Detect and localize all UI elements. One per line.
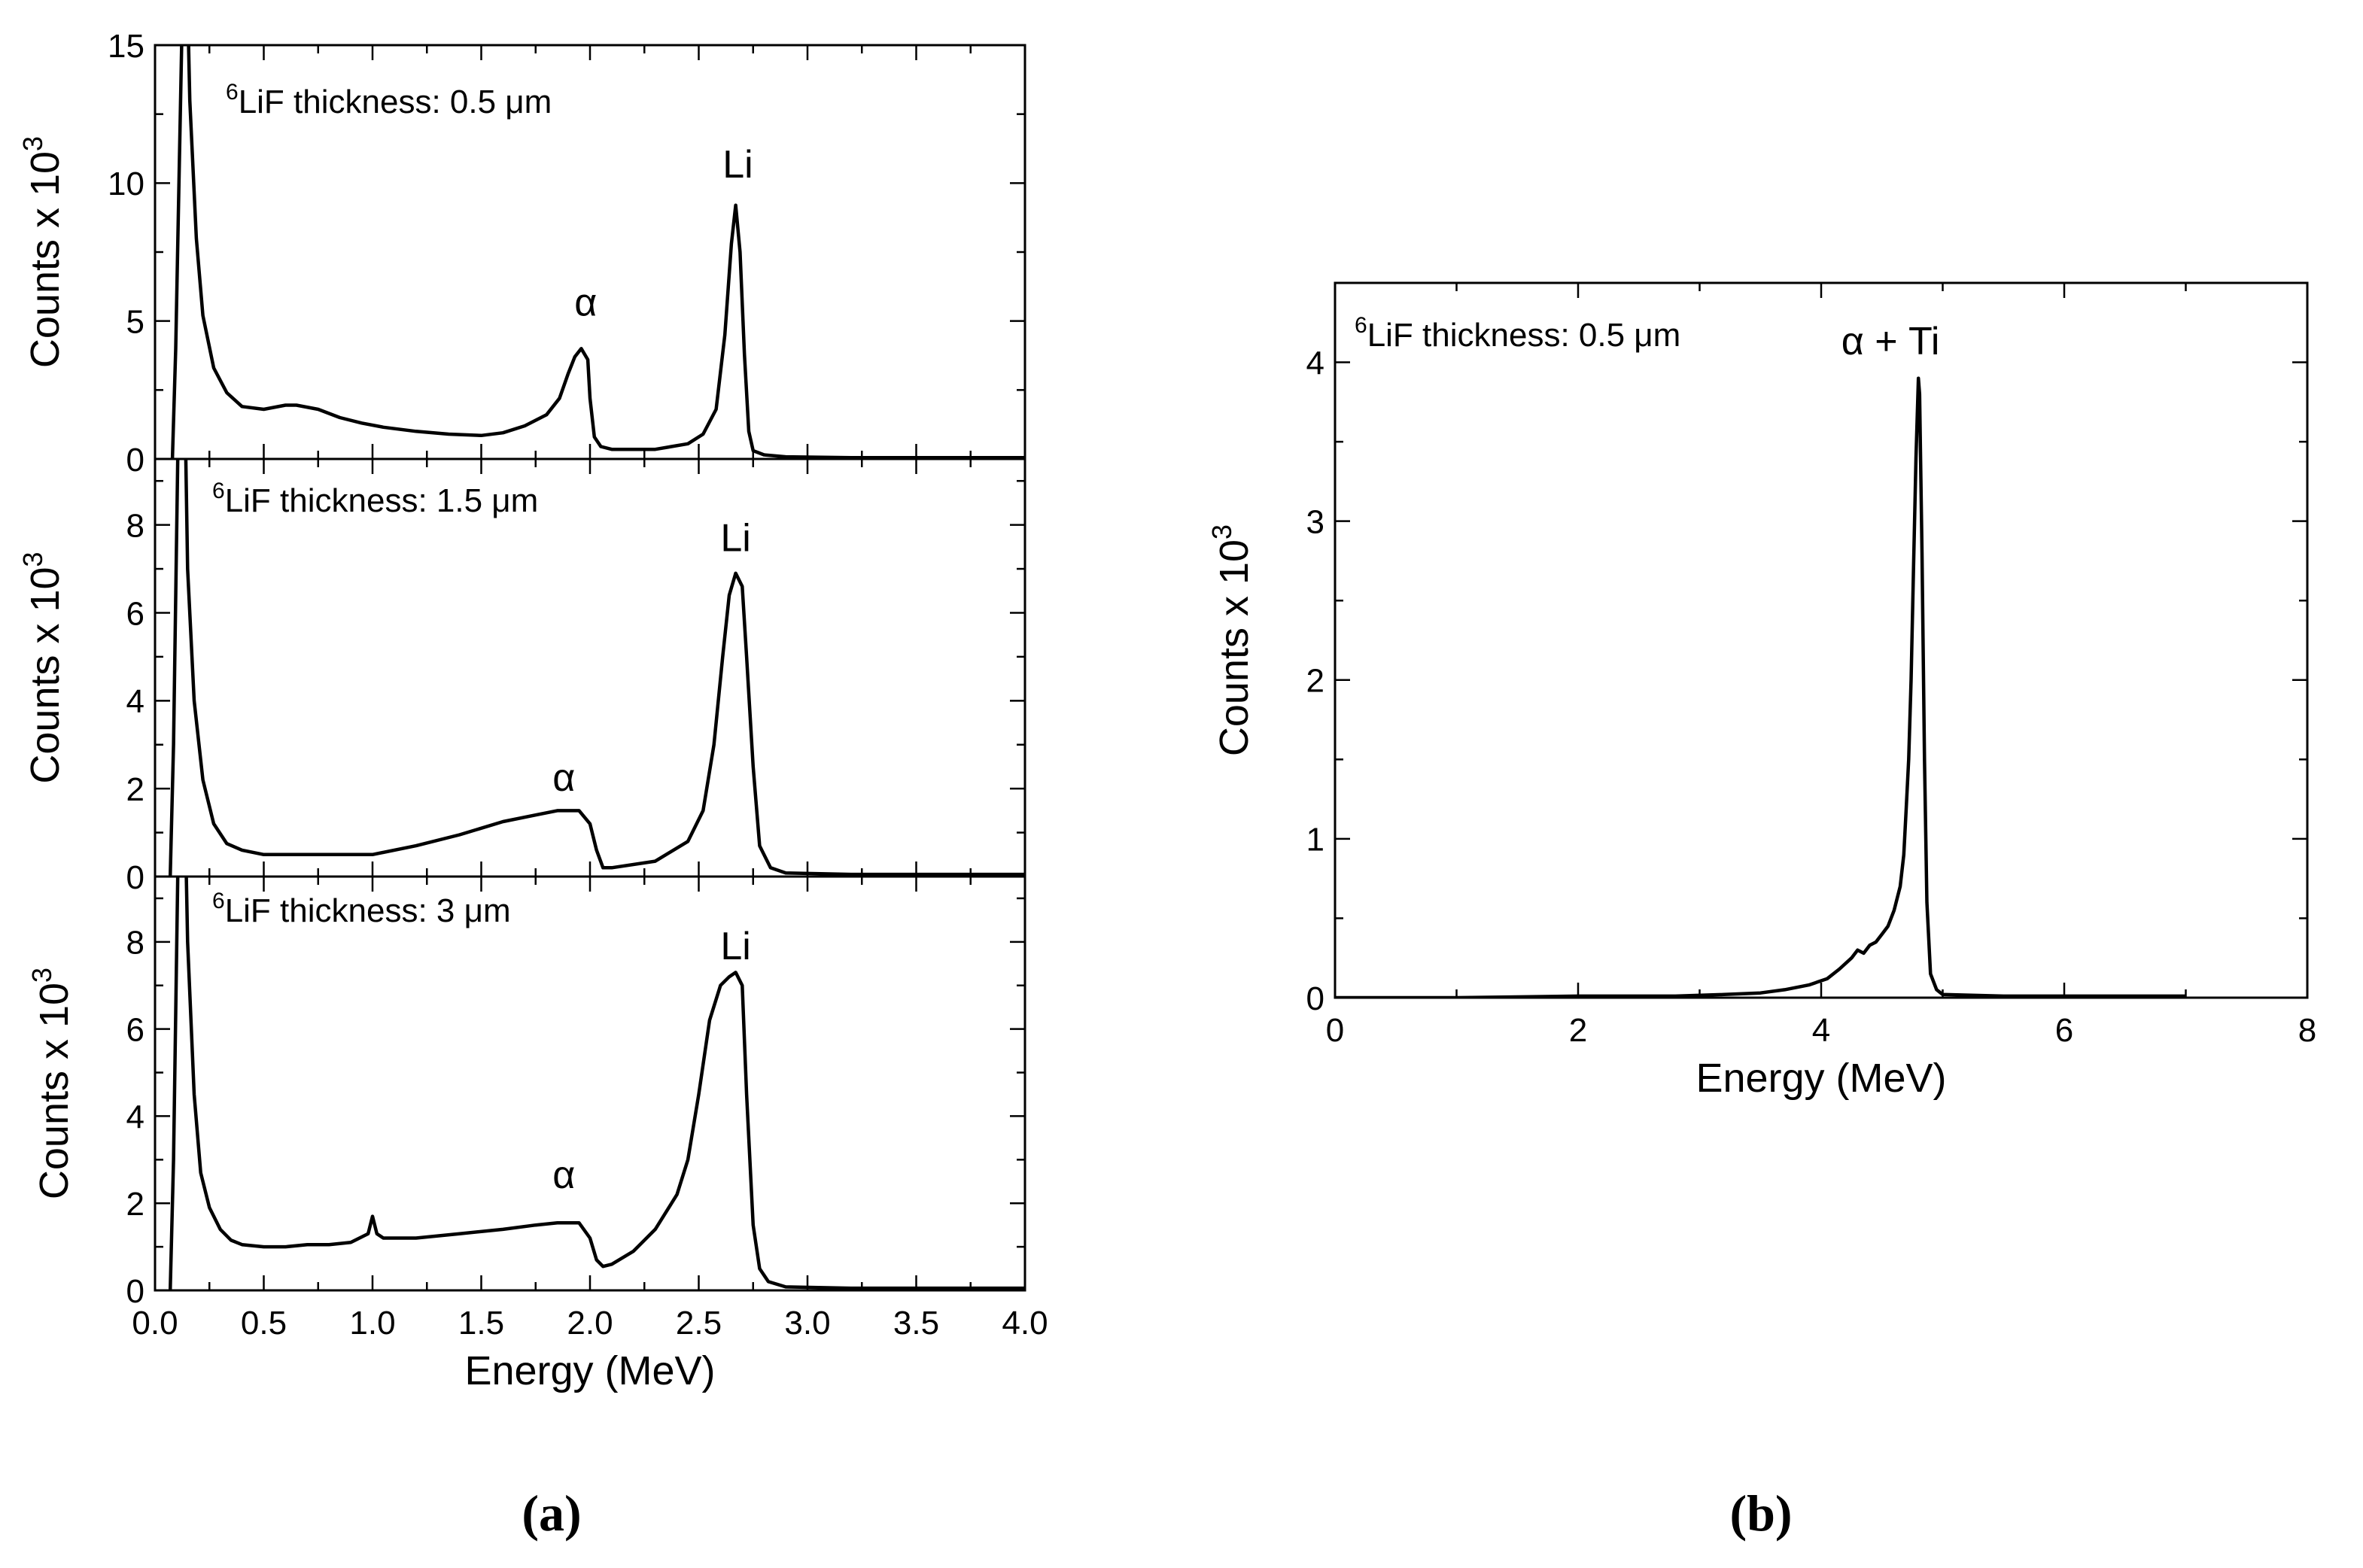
peak-label: Li bbox=[720, 517, 750, 561]
peak-label: Li bbox=[722, 143, 753, 187]
x-tick-label: 2.0 bbox=[567, 1305, 613, 1342]
plot-frame bbox=[1334, 281, 2309, 999]
annotation-isotope: 6 bbox=[212, 889, 225, 913]
y-tick-label: 0 bbox=[1306, 980, 1324, 1017]
x-tick-label: 0.0 bbox=[132, 1305, 178, 1342]
spectrum-line bbox=[168, 459, 1025, 877]
annotation-text: LiF thickness: 0.5 μm bbox=[1367, 317, 1681, 354]
spectrum-line bbox=[170, 45, 1025, 459]
x-tick-label: 3.0 bbox=[784, 1305, 830, 1342]
peak-label: Li bbox=[720, 925, 750, 968]
y-tick-label: 10 bbox=[108, 166, 144, 202]
chart-a-top: 0 5 10 15 Counts x 103 6LiF thickness: 0.5 μm… bbox=[17, 28, 1026, 479]
y-axis-label-exponent: 3 bbox=[26, 968, 57, 983]
spectrum-line bbox=[1335, 376, 2186, 998]
y-axis-label-exponent: 3 bbox=[17, 136, 48, 151]
y-tick-label: 1 bbox=[1306, 822, 1324, 858]
x-tick-label: 1.0 bbox=[349, 1305, 395, 1342]
x-tick-label: 0 bbox=[1326, 1012, 1344, 1049]
x-axis-label: Energy (MeV) bbox=[1695, 1056, 1946, 1101]
plot-frame bbox=[154, 875, 1026, 1292]
peak-label: α + Ti bbox=[1841, 320, 1940, 363]
plot-frame bbox=[154, 457, 1026, 878]
x-tick-label: 2 bbox=[1569, 1012, 1587, 1049]
annotation-isotope: 6 bbox=[212, 479, 225, 503]
x-tick-label: 8 bbox=[2298, 1012, 2316, 1049]
thickness-annotation: 6LiF thickness: 0.5 μm bbox=[226, 80, 552, 120]
spectrum-line bbox=[168, 877, 1025, 1290]
x-tick-label: 2.5 bbox=[676, 1305, 722, 1342]
y-tick-label: 4 bbox=[126, 683, 144, 720]
y-axis-label-exponent: 3 bbox=[17, 552, 48, 567]
y-axis-label: Counts x 103 bbox=[26, 968, 77, 1199]
y-axis-label-text: Counts x 10 bbox=[32, 983, 77, 1199]
y-tick-label: 8 bbox=[126, 507, 144, 544]
y-tick-label: 2 bbox=[1306, 663, 1324, 700]
peak-label: α bbox=[552, 1153, 575, 1197]
y-tick-label: 2 bbox=[126, 771, 144, 808]
thickness-annotation: 6LiF thickness: 3 μm bbox=[212, 889, 511, 929]
y-axis-label: Counts x 103 bbox=[17, 552, 68, 783]
annotation-text: LiF thickness: 3 μm bbox=[225, 892, 511, 929]
peak-label: α bbox=[552, 756, 575, 800]
y-axis-label: Counts x 103 bbox=[1206, 524, 1257, 756]
annotation-text: LiF thickness: 0.5 μm bbox=[239, 84, 552, 120]
y-tick-label: 0 bbox=[126, 1273, 144, 1310]
y-axis-label-text: Counts x 10 bbox=[23, 151, 68, 368]
y-tick-label: 15 bbox=[108, 28, 144, 65]
y-tick-label: 2 bbox=[126, 1186, 144, 1223]
annotation-text: LiF thickness: 1.5 μm bbox=[225, 482, 539, 519]
thickness-annotation: 6LiF thickness: 0.5 μm bbox=[1355, 313, 1680, 354]
y-tick-label: 3 bbox=[1306, 504, 1324, 541]
y-axis-label-text: Counts x 10 bbox=[23, 567, 68, 783]
x-axis-label: Energy (MeV) bbox=[464, 1348, 715, 1393]
y-tick-label: 6 bbox=[126, 1011, 144, 1048]
y-axis-label-text: Counts x 10 bbox=[1212, 539, 1257, 756]
x-tick-label: 4 bbox=[1812, 1012, 1830, 1049]
annotation-isotope: 6 bbox=[226, 80, 239, 105]
annotation-isotope: 6 bbox=[1355, 313, 1367, 338]
caption-b: (b) bbox=[1729, 1484, 1792, 1542]
x-tick-label: 4.0 bbox=[1002, 1305, 1048, 1342]
thickness-annotation: 6LiF thickness: 1.5 μm bbox=[212, 479, 538, 519]
y-axis-label-exponent: 3 bbox=[1206, 524, 1237, 539]
y-tick-label: 6 bbox=[126, 595, 144, 632]
y-tick-label: 0 bbox=[126, 859, 144, 896]
y-tick-label: 0 bbox=[126, 442, 144, 479]
chart-a-bottom: 0 2 4 6 8 0.0 0.5 1.0 1.5 2.0 2.5 3.0 3.5 4.0 Energy (… bbox=[26, 875, 1048, 1393]
peak-label: α bbox=[574, 281, 597, 324]
x-tick-label: 3.5 bbox=[893, 1305, 939, 1342]
y-axis-label: Counts x 103 bbox=[17, 136, 68, 368]
y-tick-label: 4 bbox=[126, 1099, 144, 1135]
x-tick-label: 1.5 bbox=[458, 1305, 504, 1342]
x-tick-label: 6 bbox=[2055, 1012, 2073, 1049]
y-tick-label: 5 bbox=[126, 304, 144, 341]
y-tick-label: 4 bbox=[1306, 345, 1324, 381]
x-tick-label: 0.5 bbox=[241, 1305, 287, 1342]
y-tick-label: 8 bbox=[126, 925, 144, 962]
caption-a: (a) bbox=[522, 1484, 581, 1542]
